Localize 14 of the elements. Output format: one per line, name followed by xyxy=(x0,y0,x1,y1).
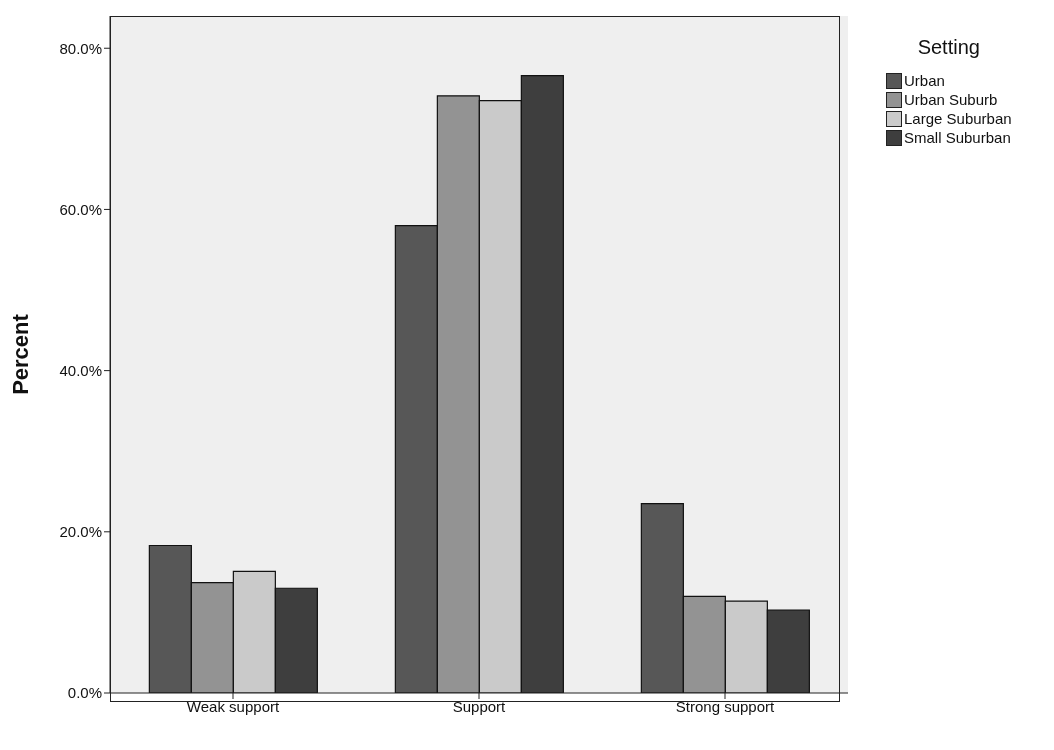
x-tick-label: Strong support xyxy=(675,697,776,715)
x-tick-label: Weak support xyxy=(186,697,280,715)
x-tick-label: Support xyxy=(452,697,507,715)
y-tick-label: 0.0% xyxy=(67,684,102,702)
legend-label: Urban Suburb xyxy=(904,91,998,108)
y-tick-label: 60.0% xyxy=(59,200,102,218)
y-tick-label: 40.0% xyxy=(59,361,102,379)
y-tick-label: 80.0% xyxy=(59,39,102,57)
legend-label: Large Suburban xyxy=(904,110,1012,127)
y-axis-title: Percent xyxy=(7,313,33,395)
legend-title: Setting xyxy=(916,36,981,59)
legend-label: Urban xyxy=(904,72,945,89)
y-tick-label: 20.0% xyxy=(59,523,102,541)
legend-label: Small Suburban xyxy=(904,129,1011,146)
